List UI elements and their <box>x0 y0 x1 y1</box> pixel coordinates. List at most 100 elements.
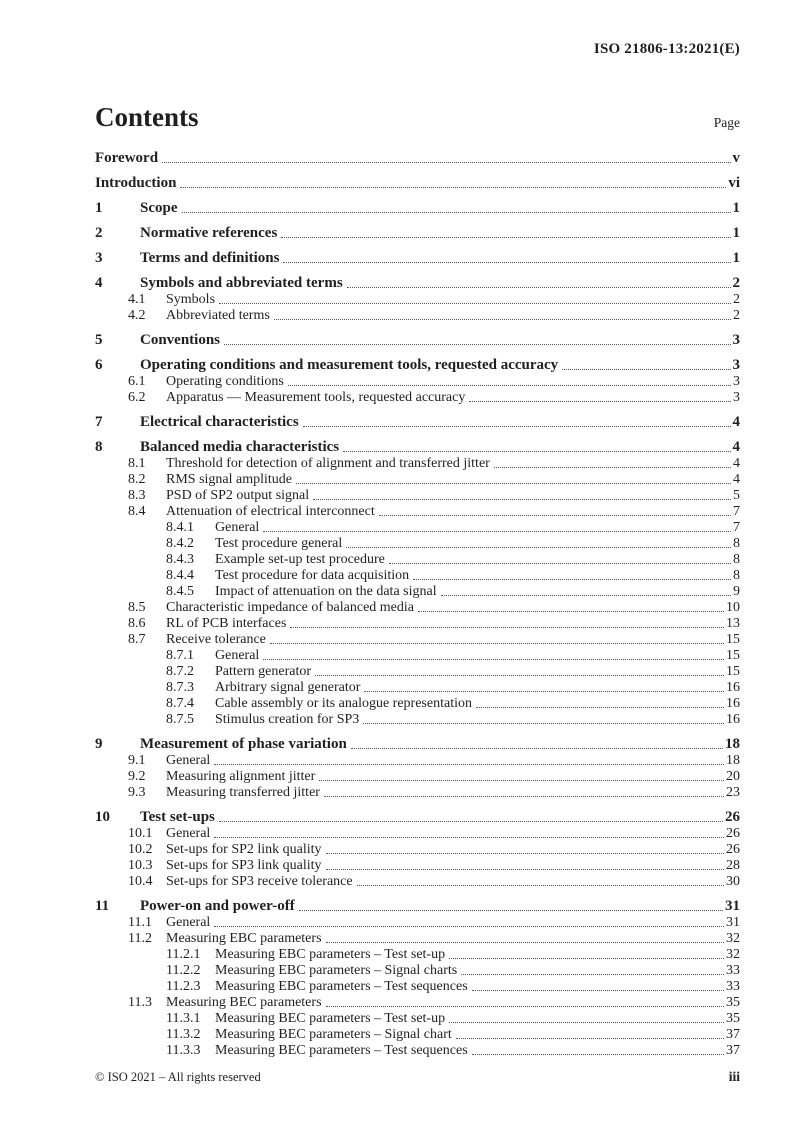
leader-dots <box>281 236 731 238</box>
leader-dots <box>224 343 731 345</box>
toc-entry-title: General <box>215 520 260 535</box>
toc-entry-page: vi <box>728 175 740 191</box>
table-of-contents: Foreword v Introduction vi 1 Scope 1 2 Normative… <box>95 150 741 1059</box>
leader-dots <box>449 957 724 959</box>
toc-entry-title: Terms and definitions <box>140 250 280 266</box>
toc-entry-title: Measurement of phase variation <box>140 736 347 752</box>
toc-entry-title: Set-ups for SP3 receive tolerance <box>166 874 353 889</box>
toc-entry-page: 20 <box>726 769 740 784</box>
leader-dots <box>363 722 724 724</box>
toc-entry-number: 8 <box>95 439 103 455</box>
toc-entry: 8.5 Characteristic impedance of balanced … <box>95 599 740 615</box>
toc-entry: 10.3 Set-ups for SP3 link quality 28 <box>95 857 740 873</box>
toc-entry-number: 8.4.1 <box>166 520 194 535</box>
toc-entry-page: 31 <box>725 898 740 914</box>
toc-entry-title: Measuring BEC parameters – Signal chart <box>215 1027 452 1042</box>
toc-entry-number: 11.3.3 <box>166 1043 201 1058</box>
toc-entry: 3 Terms and definitions 1 <box>95 250 740 266</box>
footer-copyright: © ISO 2021 – All rights reserved <box>95 1070 261 1084</box>
toc-entry-page: 23 <box>726 785 740 800</box>
toc-entry-number: 10 <box>95 809 110 825</box>
toc-entry-page: 33 <box>726 979 740 994</box>
leader-dots <box>269 642 724 644</box>
toc-entry-number: 1 <box>95 200 103 216</box>
toc-entry-title: Threshold for detection of alignment and… <box>166 456 490 471</box>
toc-entry-number: 4 <box>95 275 103 291</box>
toc-entry-page: 30 <box>726 874 740 889</box>
toc-entry-number: 11.1 <box>128 915 152 930</box>
toc-entry-title: Pattern generator <box>215 664 312 679</box>
toc-entry-number: 8.4.2 <box>166 536 194 551</box>
toc-entry: 9.3 Measuring transferred jitter 23 <box>95 784 740 800</box>
page-column-label: Page <box>713 115 740 130</box>
toc-entry-page: 8 <box>733 568 740 583</box>
toc-entry: 8 Balanced media characteristics 4 <box>95 439 740 455</box>
toc-entry-number: 8.7.5 <box>166 712 194 727</box>
toc-entry-page: 4 <box>733 456 740 471</box>
leader-dots <box>388 562 731 564</box>
leader-dots <box>346 286 731 288</box>
toc-entry-title: Balanced media characteristics <box>140 439 340 455</box>
toc-entry-page: 26 <box>726 842 740 857</box>
toc-entry-number: 8.5 <box>128 600 146 615</box>
toc-entry-title: Cable assembly or its analogue represent… <box>215 696 472 711</box>
toc-entry-page: 32 <box>726 947 740 962</box>
toc-entry-page: 1 <box>732 225 741 241</box>
leader-dots <box>325 852 724 854</box>
leader-dots <box>263 658 724 660</box>
toc-entry-number: 6 <box>95 357 103 373</box>
leader-dots <box>296 482 731 484</box>
toc-entry-page: 13 <box>726 616 740 631</box>
leader-dots <box>181 211 731 213</box>
toc-entry: 9.1 General 18 <box>95 752 740 768</box>
toc-entry-page: 37 <box>726 1027 740 1042</box>
leader-dots <box>273 318 731 320</box>
toc-entry: 10.2 Set-ups for SP2 link quality 26 <box>95 841 740 857</box>
toc-entry-page: 16 <box>726 696 740 711</box>
toc-entry-title: Example set-up test procedure <box>215 552 385 567</box>
toc-entry-number: 9.2 <box>128 769 146 784</box>
toc-entry-page: 16 <box>726 680 740 695</box>
toc-entry-title: Measuring EBC parameters – Signal charts <box>215 963 458 978</box>
leader-dots <box>449 1021 724 1023</box>
leader-dots <box>461 973 724 975</box>
toc-entry: 11.2.1 Measuring EBC parameters – Test se… <box>95 946 740 962</box>
toc-entry-title: Test procedure for data acquisition <box>215 568 410 583</box>
toc-entry-page: 2 <box>732 275 741 291</box>
toc-entry-page: 1 <box>732 200 741 216</box>
toc-entry-page: 4 <box>732 414 741 430</box>
toc-entry-title: Characteristic impedance of balanced med… <box>166 600 414 615</box>
toc-entry: 8.7.4 Cable assembly or its analogue repr… <box>95 695 740 711</box>
toc-entry: 9.2 Measuring alignment jitter 20 <box>95 768 740 784</box>
toc-entry: 8.4.3 Example set-up test procedure 8 <box>95 551 740 567</box>
toc-entry-title: Measuring BEC parameters <box>166 995 322 1010</box>
toc-entry-page: 37 <box>726 1043 740 1058</box>
toc-entry: 9 Measurement of phase variation 18 <box>95 736 740 752</box>
leader-dots <box>475 706 724 708</box>
toc-entry-number: 11.2 <box>128 931 152 946</box>
toc-entry-title: Normative references <box>140 225 278 241</box>
toc-entry-number: 8.4 <box>128 504 146 519</box>
leader-dots <box>219 302 731 304</box>
toc-entry: 10 Test set-ups 26 <box>95 809 740 825</box>
toc-entry-page: 15 <box>726 632 740 647</box>
toc-entry-title: Receive tolerance <box>166 632 266 647</box>
leader-dots <box>455 1037 724 1039</box>
leader-dots <box>325 941 724 943</box>
toc-entry-page: 16 <box>726 712 740 727</box>
leader-dots <box>319 779 724 781</box>
toc-entry-page: 35 <box>726 1011 740 1026</box>
toc-entry: 11.2.2 Measuring EBC parameters – Signal … <box>95 962 740 978</box>
toc-entry-title: Measuring EBC parameters <box>166 931 322 946</box>
toc-entry-page: 8 <box>733 552 740 567</box>
toc-entry: 1 Scope 1 <box>95 200 740 216</box>
toc-entry-title: Apparatus — Measurement tools, requested… <box>166 390 466 405</box>
toc-entry-title: General <box>166 915 211 930</box>
toc-entry: 8.4.5 Impact of attenuation on the data s… <box>95 583 740 599</box>
leader-dots <box>283 261 731 263</box>
leader-dots <box>214 836 724 838</box>
toc-entry: 8.1 Threshold for detection of alignment … <box>95 455 740 471</box>
toc-entry-title: General <box>215 648 260 663</box>
toc-entry-number: 8.2 <box>128 472 146 487</box>
toc-entry-number: 3 <box>95 250 103 266</box>
